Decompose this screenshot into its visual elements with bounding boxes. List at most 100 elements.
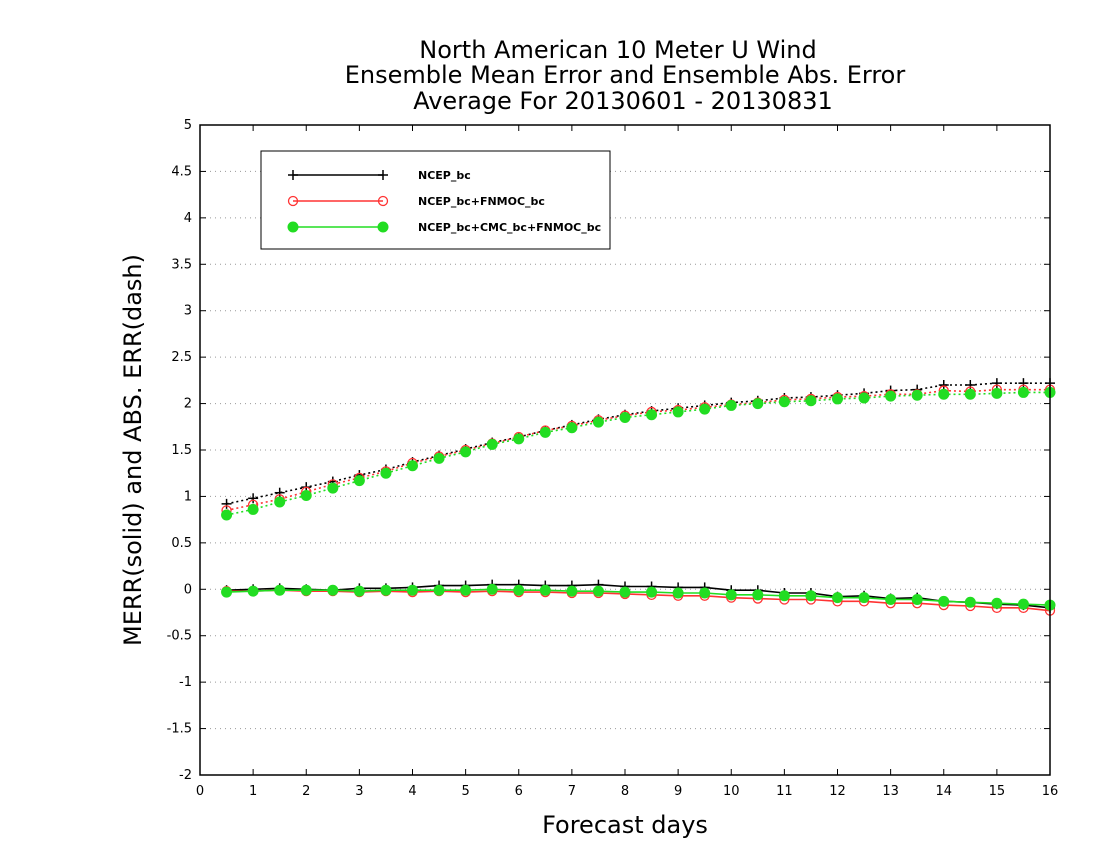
title-line-3: Average For 20130601 - 20130831 xyxy=(413,87,833,115)
merr-point xyxy=(964,596,976,608)
merr-point xyxy=(274,584,286,596)
abs-err-point xyxy=(805,395,817,407)
merr-point xyxy=(832,592,843,604)
x-tick-label: 5 xyxy=(461,784,469,799)
legend-box xyxy=(260,150,611,250)
abs-err-point xyxy=(991,387,1003,399)
merr-point xyxy=(858,592,870,604)
axis-ticks: -2-1.5-1-0.500.511.522.533.544.550 1 2 3 4 5 6… xyxy=(167,118,1059,799)
y-tick-label: -1 xyxy=(179,675,192,690)
x-tick-label: 3 xyxy=(355,784,363,799)
x-tick-label: 7 xyxy=(568,784,576,799)
abs-err-point xyxy=(965,380,976,390)
merr-point xyxy=(460,584,472,596)
merr-point xyxy=(699,587,711,599)
abs-err-point xyxy=(938,388,950,400)
x-tick-label: 6 xyxy=(515,784,523,799)
merr-point xyxy=(353,585,365,597)
x-tick-label: 13 xyxy=(882,784,899,799)
x-tick-label: 1 xyxy=(249,784,257,799)
x-tick-label: 9 xyxy=(674,784,682,799)
legend-label: NCEP_bc+FNMOC_bc xyxy=(418,195,545,208)
abs-err-point xyxy=(991,378,1002,389)
abs-err-point xyxy=(460,446,472,458)
merr-point xyxy=(619,586,631,598)
y-tick-label: -0.5 xyxy=(167,629,192,644)
legend-item: NCEP_bc+FNMOC_bc xyxy=(287,195,545,208)
abs-err-point xyxy=(539,426,551,438)
legend-marker xyxy=(377,221,389,233)
series-ncep-bc-cmc-bc-fnmoc-bc xyxy=(221,386,1056,611)
x-tick-label: 4 xyxy=(408,784,416,799)
y-tick-label: 1.5 xyxy=(171,443,192,458)
abs-err-point xyxy=(832,393,843,405)
y-tick-label: 2 xyxy=(184,397,192,412)
y-axis-label: MERR(solid) and ABS. ERR(dash) xyxy=(119,254,147,646)
merr-point xyxy=(221,586,233,598)
abs-err-point xyxy=(858,392,870,404)
merr-point xyxy=(380,584,392,596)
y-tick-label: 1 xyxy=(184,489,192,504)
merr-point xyxy=(592,585,604,597)
merr-point xyxy=(513,584,525,596)
merr-point xyxy=(725,589,737,601)
abs-err-point xyxy=(380,467,392,479)
abs-err-point xyxy=(433,452,445,464)
abs-err-point xyxy=(353,475,365,487)
merr-point xyxy=(752,589,764,601)
abs-err-point xyxy=(486,438,498,450)
x-tick-label: 10 xyxy=(723,784,740,799)
abs-err-point xyxy=(672,406,684,418)
merr-point xyxy=(885,594,897,605)
legend-marker xyxy=(287,195,299,207)
abs-err-point xyxy=(619,412,631,423)
x-tick-label: 11 xyxy=(776,784,793,799)
merr-point xyxy=(646,586,658,598)
y-tick-label: 4 xyxy=(184,211,192,226)
merr-point xyxy=(539,584,551,596)
x-tick-label: 16 xyxy=(1042,784,1059,799)
x-axis-label: Forecast days xyxy=(542,811,708,839)
legend-marker xyxy=(377,195,389,207)
plot-series xyxy=(221,378,1056,616)
y-tick-label: 3.5 xyxy=(171,257,192,272)
x-tick-label: 15 xyxy=(989,784,1006,799)
y-tick-label: 5 xyxy=(184,118,192,133)
abs-err-point xyxy=(1018,378,1029,389)
abs-err-point xyxy=(592,416,604,428)
abs-err-point xyxy=(938,380,949,390)
merr-point xyxy=(247,585,259,597)
legend-label: NCEP_bc xyxy=(418,169,471,182)
abs-err-point xyxy=(300,490,312,501)
merr-point xyxy=(566,585,578,597)
abs-err-point xyxy=(513,433,525,445)
legend: NCEP_bc NCEP_bc+FNMOC_bc NCEP_bc+CMC_bc+FN… xyxy=(260,150,611,250)
merr-point xyxy=(778,590,790,602)
title-line-1: North American 10 Meter U Wind xyxy=(419,36,816,64)
merr-point xyxy=(327,584,339,596)
legend-marker xyxy=(288,170,298,180)
abs-err-point xyxy=(274,487,285,498)
merr-point xyxy=(672,587,684,599)
abs-err-point xyxy=(247,503,259,515)
legend-label: NCEP_bc+CMC_bc+FNMOC_bc xyxy=(418,221,601,234)
legend-item: NCEP_bc xyxy=(288,169,471,182)
abs-err-point xyxy=(778,396,790,408)
legend-marker xyxy=(287,221,299,233)
merr-point xyxy=(1017,598,1029,610)
gridlines xyxy=(200,170,1050,730)
x-tick-label: 2 xyxy=(302,784,310,799)
y-tick-label: 0.5 xyxy=(171,536,192,551)
title-line-2: Ensemble Mean Error and Ensemble Abs. Er… xyxy=(345,61,906,89)
x-tick-label: 14 xyxy=(935,784,952,799)
chart-title: North American 10 Meter U Wind Ensemble … xyxy=(345,36,906,115)
abs-err-point xyxy=(725,399,737,411)
merr-point xyxy=(991,597,1003,609)
y-tick-label: 4.5 xyxy=(171,164,192,179)
merr-point xyxy=(407,584,418,596)
y-tick-label: 3 xyxy=(184,304,192,319)
x-tick-label: 8 xyxy=(621,784,629,799)
merr-point xyxy=(486,583,498,595)
abs-err-point xyxy=(221,509,233,521)
